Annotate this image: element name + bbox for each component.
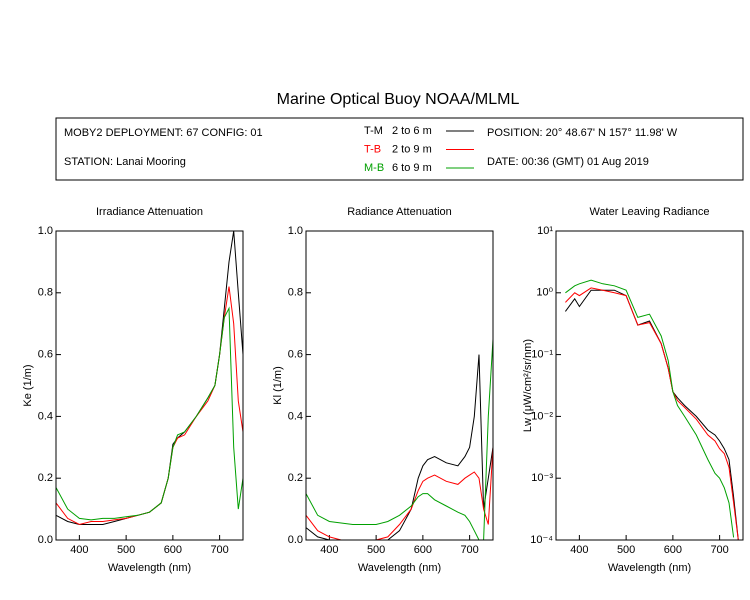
date: DATE: 00:36 (GMT) 01 Aug 2019 bbox=[487, 156, 649, 168]
panel-title: Water Leaving Radiance bbox=[589, 206, 709, 218]
x-tick-label: 700 bbox=[460, 544, 478, 556]
x-tick-label: 400 bbox=[570, 544, 588, 556]
x-axis-label: Wavelength (nm) bbox=[358, 562, 441, 574]
y-tick-label: 0.4 bbox=[38, 410, 53, 422]
y-tick-label: 0.0 bbox=[288, 534, 303, 546]
y-tick-label: 0.0 bbox=[38, 534, 53, 546]
y-tick-label: 10¹ bbox=[537, 225, 553, 237]
legend-depth: 2 to 9 m bbox=[392, 143, 432, 155]
y-axis-label: Ke (1/m) bbox=[22, 364, 34, 406]
y-tick-label: 1.0 bbox=[288, 225, 303, 237]
y-tick-label: 10⁻² bbox=[531, 410, 553, 422]
y-tick-label: 10⁰ bbox=[536, 287, 553, 299]
x-tick-label: 700 bbox=[710, 544, 728, 556]
plot-frame bbox=[305, 230, 494, 541]
plot-lines bbox=[564, 279, 739, 540]
x-tick-label: 500 bbox=[367, 544, 385, 556]
y-axis-label: Lw (μW/cm²/sr/nm) bbox=[522, 339, 534, 432]
y-tick-label: 0.4 bbox=[288, 410, 303, 422]
x-axis-label: Wavelength (nm) bbox=[108, 562, 191, 574]
series-line bbox=[306, 354, 493, 540]
series-line bbox=[565, 287, 739, 540]
x-tick-label: 600 bbox=[164, 544, 182, 556]
series-line bbox=[306, 339, 493, 540]
info-box bbox=[55, 117, 744, 181]
x-tick-label: 700 bbox=[210, 544, 228, 556]
panel-title: Radiance Attenuation bbox=[347, 206, 452, 218]
y-tick-label: 10⁻⁴ bbox=[530, 534, 553, 546]
y-axis-label: Kl (1/m) bbox=[272, 366, 284, 405]
legend-name: T-B bbox=[364, 143, 381, 155]
series-line bbox=[306, 447, 493, 540]
plot-lines bbox=[56, 231, 243, 526]
deployment: MOBY2 DEPLOYMENT: 67 CONFIG: 01 bbox=[64, 127, 263, 139]
x-tick-label: 600 bbox=[414, 544, 432, 556]
series-line bbox=[56, 306, 243, 521]
series-line bbox=[565, 279, 735, 538]
plot-lines bbox=[306, 339, 493, 540]
position: POSITION: 20° 48.67' N 157° 11.98' W bbox=[487, 127, 678, 139]
x-tick-label: 400 bbox=[70, 544, 88, 556]
y-tick-label: 0.8 bbox=[38, 287, 53, 299]
title: Marine Optical Buoy NOAA/MLML bbox=[277, 91, 520, 108]
y-tick-label: 0.2 bbox=[38, 472, 53, 484]
y-tick-label: 1.0 bbox=[38, 225, 53, 237]
station: STATION: Lanai Mooring bbox=[64, 156, 186, 168]
plot-frame bbox=[555, 230, 744, 541]
y-tick-label: 10⁻¹ bbox=[531, 349, 553, 361]
y-tick-label: 0.6 bbox=[38, 349, 53, 361]
x-tick-label: 400 bbox=[320, 544, 338, 556]
panel-title: Irradiance Attenuation bbox=[96, 206, 203, 218]
x-tick-label: 500 bbox=[617, 544, 635, 556]
legend-depth: 6 to 9 m bbox=[392, 162, 432, 174]
x-axis-label: Wavelength (nm) bbox=[608, 562, 691, 574]
series-line bbox=[56, 231, 243, 525]
y-tick-label: 0.6 bbox=[288, 349, 303, 361]
y-tick-label: 0.2 bbox=[288, 472, 303, 484]
x-tick-label: 500 bbox=[117, 544, 135, 556]
plot-frame bbox=[55, 230, 244, 541]
y-tick-label: 10⁻³ bbox=[531, 472, 553, 484]
series-line bbox=[56, 286, 243, 526]
legend-name: T-M bbox=[364, 125, 383, 137]
legend-depth: 2 to 6 m bbox=[392, 125, 432, 137]
y-tick-label: 0.8 bbox=[288, 287, 303, 299]
x-tick-label: 600 bbox=[664, 544, 682, 556]
legend-name: M-B bbox=[364, 162, 384, 174]
